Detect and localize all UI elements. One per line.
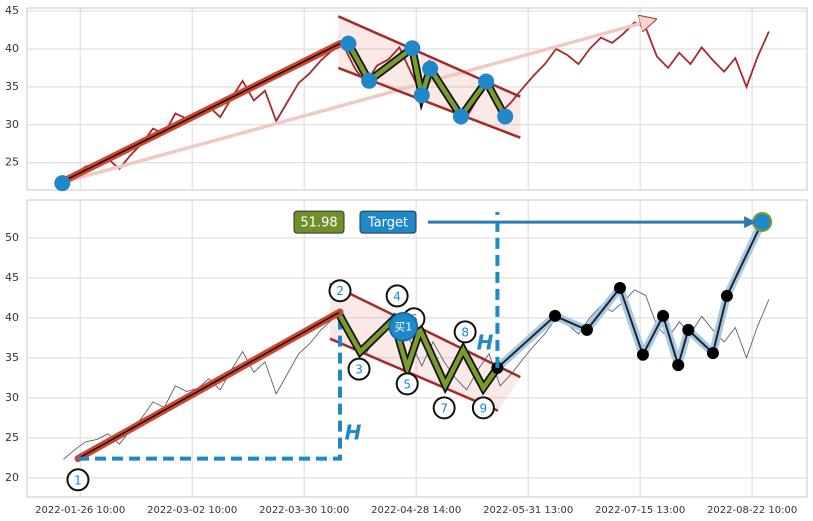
x-tick-label: 2022-03-02 10:00 (147, 505, 237, 516)
projection-point (549, 309, 562, 322)
y-tick-label: 45 (5, 4, 19, 17)
point-label: 5 (403, 377, 411, 391)
pivot (404, 40, 421, 57)
pivot (413, 87, 430, 104)
pivot (422, 60, 439, 77)
x-tick-label: 2022-08-22 10:00 (707, 505, 797, 516)
buy-label: 买1 (394, 321, 412, 334)
y-tick-label: 35 (5, 80, 19, 93)
pivot (478, 73, 495, 90)
projection-point (706, 347, 719, 360)
h-label: H (477, 331, 494, 355)
point-label: 3 (355, 363, 363, 377)
target-box (359, 210, 417, 234)
pivot (452, 108, 469, 125)
target-point (752, 211, 773, 232)
y-tick-label: 40 (5, 311, 19, 324)
y-tick-label: 45 (5, 271, 19, 284)
projection-point (657, 309, 670, 322)
projection-point (672, 359, 685, 372)
point-label: 8 (461, 325, 469, 339)
y-tick-label: 25 (5, 431, 19, 444)
y-tick-label: 20 (5, 471, 19, 484)
projection-point (720, 289, 733, 302)
target-price-box (293, 210, 345, 234)
point-label: 7 (440, 401, 448, 415)
h-label: H (345, 421, 362, 445)
long-arrow (61, 19, 655, 185)
y-tick-label: 50 (5, 231, 19, 244)
point-circle (471, 396, 495, 420)
buy-marker (388, 311, 419, 342)
point-circle (347, 357, 371, 381)
point-label: 9 (480, 401, 488, 415)
x-tick-label: 2022-07-15 13:00 (595, 505, 685, 516)
point-label: 4 (393, 289, 401, 303)
x-tick-label: 2022-01-26 10:00 (35, 505, 125, 516)
y-tick-label: 30 (5, 118, 19, 131)
y-tick-label: 35 (5, 351, 19, 364)
projection-point (682, 323, 695, 336)
point-label: 2 (336, 284, 344, 298)
h-dashed (78, 311, 342, 461)
point-circle (66, 468, 90, 492)
point-circle (395, 372, 419, 396)
zigzag (338, 314, 500, 393)
point-circle (432, 396, 456, 420)
start-point (54, 175, 71, 192)
point-circle (328, 279, 352, 303)
trend-line-core (61, 42, 341, 183)
point-label: 1 (74, 473, 82, 487)
target-price: 51.98 (300, 216, 337, 231)
y-tick-label: 40 (5, 42, 19, 55)
pivot (497, 108, 514, 125)
x-tick-label: 2022-03-30 10:00 (259, 505, 349, 516)
projection-point (613, 281, 626, 294)
y-tick-label: 30 (5, 391, 19, 404)
channel-upper (329, 282, 521, 379)
pivot (361, 72, 378, 89)
y-tick-label: 25 (5, 156, 19, 169)
projection-point (636, 348, 649, 361)
price-line (63, 289, 770, 460)
target-label: Target (367, 216, 408, 231)
point-circle (385, 284, 409, 308)
x-tick-label: 2022-04-28 14:00 (371, 505, 461, 516)
point-circle (453, 320, 477, 344)
projection-point (580, 323, 593, 336)
pivot (340, 35, 357, 52)
x-tick-label: 2022-05-31 13:00 (483, 505, 573, 516)
trend-line-core (77, 311, 341, 460)
